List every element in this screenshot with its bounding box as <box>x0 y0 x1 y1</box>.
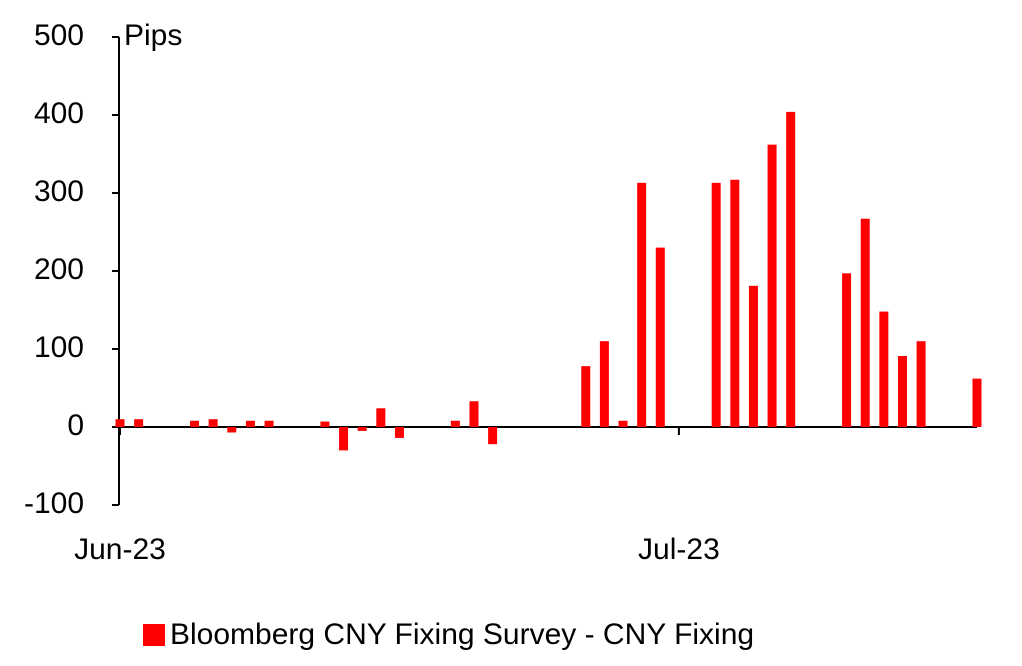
bar <box>581 366 591 427</box>
bar <box>245 420 255 427</box>
bar <box>208 419 218 427</box>
bar <box>264 420 274 427</box>
x-tick-label: Jul-23 <box>638 533 720 566</box>
bar <box>376 408 386 427</box>
legend-label: Bloomberg CNY Fixing Survey - CNY Fixing <box>170 618 754 651</box>
legend-swatch <box>143 624 165 646</box>
bar <box>897 356 907 427</box>
bar <box>488 427 498 445</box>
bar <box>450 420 460 427</box>
bar <box>134 419 144 427</box>
bar <box>115 419 125 427</box>
bar <box>469 401 479 427</box>
bar <box>637 182 647 427</box>
y-tick-label: 100 <box>34 331 84 364</box>
bar <box>227 427 237 433</box>
x-tick-label: Jun-23 <box>74 533 166 566</box>
bar <box>786 111 796 427</box>
bar <box>339 427 349 451</box>
y-tick-label: 200 <box>34 253 84 286</box>
y-tick-label: 0 <box>67 409 84 442</box>
bar <box>842 273 852 427</box>
y-tick-label: -100 <box>24 487 84 520</box>
bar <box>394 427 404 438</box>
bar <box>730 179 740 427</box>
y-axis-label: Pips <box>124 19 182 52</box>
bar <box>860 218 870 427</box>
bar <box>357 427 367 431</box>
bar <box>972 378 982 427</box>
bar <box>618 420 628 427</box>
bar <box>320 421 330 427</box>
bar <box>711 182 721 427</box>
bar <box>767 144 777 427</box>
bar <box>748 285 758 427</box>
bar <box>190 420 200 427</box>
y-tick-label: 500 <box>34 19 84 52</box>
y-tick-label: 400 <box>34 97 84 130</box>
bar <box>599 341 609 427</box>
bar <box>916 341 926 427</box>
bar <box>655 247 665 427</box>
y-tick-label: 300 <box>34 175 84 208</box>
bar <box>879 311 889 427</box>
